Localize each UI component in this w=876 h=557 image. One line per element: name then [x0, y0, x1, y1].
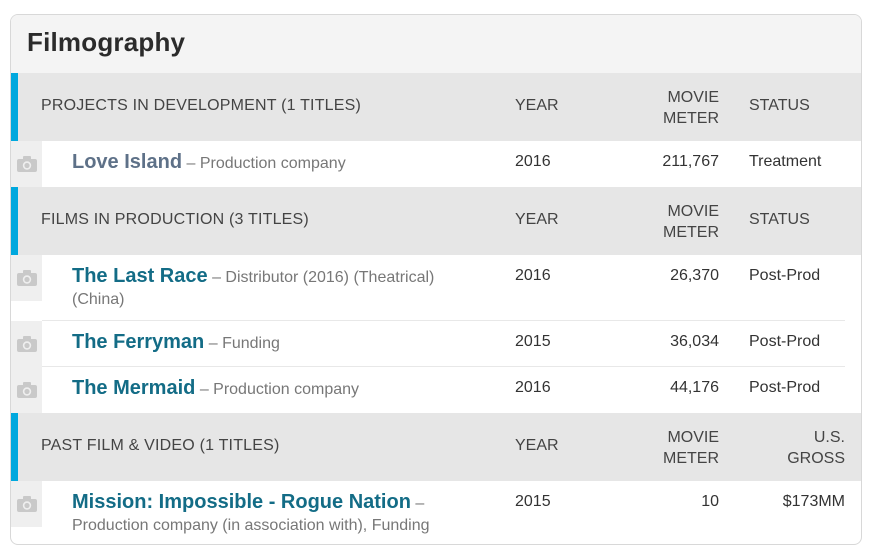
film-movie-meter: 211,767 — [662, 153, 719, 170]
film-movie-meter: 36,034 — [670, 333, 719, 350]
column-header-us-gross: U.S. GROSS — [787, 429, 845, 467]
filmography-panel: Filmography PROJECTS IN DEVELOPMENT (1 T… — [10, 14, 862, 545]
panel-header: Filmography — [11, 15, 861, 73]
film-credit: – Funding — [208, 335, 280, 352]
section-header-past-film: PAST FILM & VIDEO (1 TITLES) YEAR MOVIE … — [11, 413, 861, 481]
film-year: 2015 — [515, 333, 551, 350]
camera-icon[interactable] — [11, 255, 42, 301]
film-movie-meter: 44,176 — [670, 379, 719, 396]
camera-icon[interactable] — [11, 367, 42, 413]
film-row: The Last Race – Distributor (2016) (Thea… — [11, 255, 861, 321]
section-title: PROJECTS IN DEVELOPMENT (1 TITLES) — [41, 97, 362, 114]
section-header-in-production: FILMS IN PRODUCTION (3 TITLES) YEAR MOVI… — [11, 187, 861, 255]
film-credit: – Production company (in association wit… — [72, 495, 430, 534]
film-row: The Mermaid – Production company 2016 44… — [11, 367, 861, 413]
camera-icon[interactable] — [11, 481, 42, 527]
film-title-link[interactable]: Mission: Impossible - Rogue Nation — [72, 491, 411, 513]
film-movie-meter: 10 — [701, 493, 719, 510]
film-status: Treatment — [749, 153, 822, 170]
panel-title: Filmography — [27, 27, 186, 57]
film-credit: – Production company — [199, 381, 360, 398]
film-row: Love Island – Production company 2016 21… — [11, 141, 861, 187]
film-credit: – Production company — [186, 155, 346, 172]
section-title: PAST FILM & VIDEO (1 TITLES) — [41, 437, 280, 454]
column-header-status: STATUS — [749, 211, 810, 228]
column-header-year: YEAR — [515, 97, 559, 114]
column-header-movie-meter: MOVIE METER — [663, 89, 719, 127]
column-header-year: YEAR — [515, 211, 559, 228]
column-header-movie-meter: MOVIE METER — [663, 203, 719, 241]
film-title-link[interactable]: The Ferryman — [72, 331, 205, 353]
film-year: 2015 — [515, 493, 551, 510]
film-movie-meter: 26,370 — [670, 267, 719, 284]
camera-icon[interactable] — [11, 321, 42, 367]
film-row: The Ferryman – Funding 2015 36,034 Post-… — [11, 321, 861, 367]
film-credit: – Distributor (2016) (Theatrical) (China… — [72, 269, 435, 308]
film-status: Post-Prod — [749, 379, 821, 396]
film-row: Mission: Impossible - Rogue Nation – Pro… — [11, 481, 861, 544]
row-divider — [42, 366, 845, 367]
camera-icon[interactable] — [11, 141, 42, 187]
film-status: Post-Prod — [749, 333, 821, 350]
film-title-link[interactable]: The Mermaid — [72, 377, 196, 399]
column-header-status: STATUS — [749, 97, 810, 114]
film-year: 2016 — [515, 267, 551, 284]
film-status: Post-Prod — [749, 267, 821, 284]
section-header-in-development: PROJECTS IN DEVELOPMENT (1 TITLES) YEAR … — [11, 73, 861, 141]
column-header-movie-meter: MOVIE METER — [663, 429, 719, 467]
column-header-year: YEAR — [515, 437, 559, 454]
row-divider — [42, 320, 845, 321]
film-title-link[interactable]: The Last Race — [72, 265, 208, 287]
film-title-link[interactable]: Love Island — [72, 151, 183, 173]
film-year: 2016 — [515, 153, 551, 170]
film-year: 2016 — [515, 379, 551, 396]
film-us-gross: $173MM — [782, 493, 845, 510]
section-title: FILMS IN PRODUCTION (3 TITLES) — [41, 211, 309, 228]
